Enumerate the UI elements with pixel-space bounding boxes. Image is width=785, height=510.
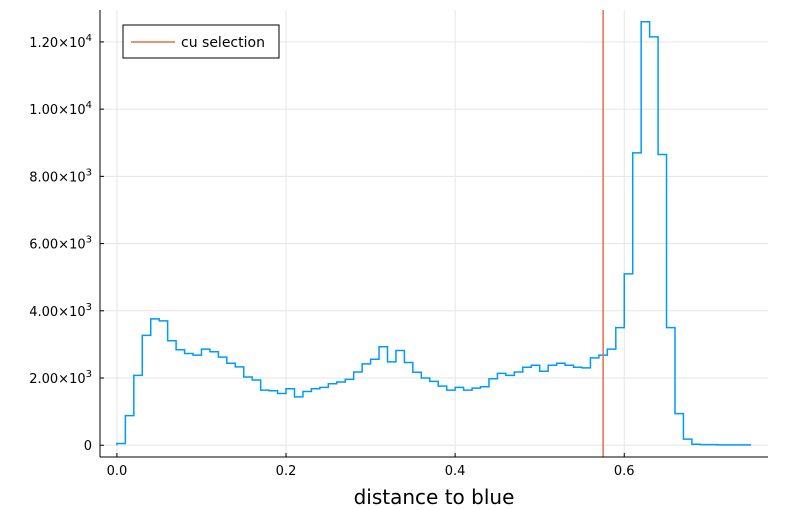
y-tick-label: 1.00×104 [29,100,92,118]
y-tick-exponent: 3 [86,369,92,380]
y-tick-label: 6.00×103 [29,235,92,253]
y-tick-exponent: 3 [86,167,92,178]
x-axis-title: distance to blue [354,485,515,509]
y-tick-label: 0 [84,439,92,454]
y-gridlines [100,41,768,446]
y-tick-label: 2.00×103 [29,369,92,387]
legend-label-cu-selection: cu selection [181,35,265,51]
series-layer [116,10,752,457]
y-tick-mantissa: 1.00×10 [29,103,85,118]
y-tick-exponent: 3 [86,235,92,246]
x-tick-label: 0.2 [276,464,297,479]
x-tick-labels: 0.0 0.2 0.4 0.6 [107,453,635,479]
x-tick-label: 0.0 [107,464,128,479]
x-tick-label: 0.4 [445,464,466,479]
y-tick-mantissa: 8.00×10 [29,170,85,185]
y-tick-mantissa: 2.00×10 [29,372,85,387]
histogram-series [116,21,752,446]
y-tick-labels: 02.00×1034.00×1036.00×1038.00×1031.00×10… [29,33,104,454]
y-tick-exponent: 3 [86,302,92,313]
y-tick-label: 8.00×103 [29,167,92,185]
legend: cu selection [122,24,280,59]
y-tick-mantissa: 1.20×10 [29,36,85,51]
x-tick-label: 0.6 [614,464,635,479]
x-gridlines [116,10,625,457]
y-tick-mantissa: 4.00×10 [29,305,85,320]
y-tick-exponent: 4 [86,33,92,44]
y-tick-label: 1.20×104 [29,33,92,51]
y-tick-exponent: 4 [86,100,92,111]
y-tick-mantissa: 6.00×10 [29,238,85,253]
y-tick-label: 4.00×103 [29,302,92,320]
y-tick-mantissa: 0 [84,439,92,454]
